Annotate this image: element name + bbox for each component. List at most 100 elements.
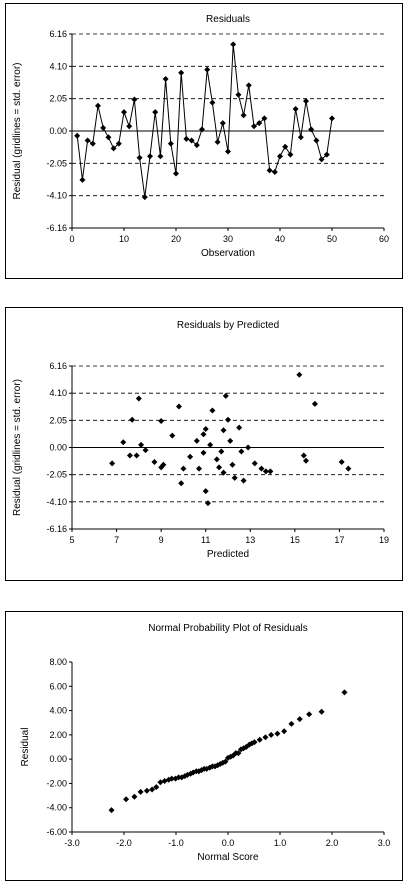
data-point (266, 167, 273, 174)
data-point (195, 768, 202, 775)
data-point (318, 156, 325, 163)
data-point (256, 120, 263, 127)
data-point (220, 469, 227, 476)
data-point (204, 66, 211, 73)
residuals-chart-panel: Residuals 6.16 4.10 2.05 0.00 -2.05 -4.10 -6.16… (5, 3, 403, 279)
data-point (120, 439, 127, 446)
data-point (168, 775, 175, 782)
x-tick-label: 7 (114, 535, 119, 545)
data-point (230, 41, 237, 48)
x-tick-label: -3.0 (64, 838, 80, 848)
data-point (152, 109, 159, 116)
data-point (236, 424, 243, 431)
chart-title: Residuals (206, 14, 250, 25)
x-axis-label: Predicted (207, 549, 249, 560)
data-point (262, 468, 269, 475)
data-point (175, 403, 182, 410)
data-point (303, 457, 309, 464)
data-point (169, 432, 176, 439)
x-tick-label: 30 (223, 234, 233, 244)
data-point (158, 418, 165, 425)
data-point (288, 720, 295, 727)
y-axis-label: Residual (gridlines = std. error) (12, 379, 23, 516)
data-point (167, 140, 174, 147)
series-line (76, 44, 333, 198)
data-point (79, 176, 86, 183)
y-tick-label: -6.00 (46, 827, 67, 837)
data-point (142, 447, 149, 454)
data-point (219, 759, 226, 766)
y-tick-label: 6.16 (49, 29, 67, 39)
data-point (147, 153, 153, 160)
data-point (178, 69, 185, 76)
data-point (308, 126, 315, 133)
data-point (281, 728, 288, 735)
data-point (157, 153, 164, 160)
data-point (100, 124, 107, 131)
y-tick-label: -4.10 (46, 191, 67, 201)
data-point (218, 448, 225, 455)
y-tick-label: -2.05 (46, 158, 67, 168)
data-point (220, 427, 227, 434)
x-tick-label: 19 (379, 535, 389, 545)
x-tick-label: 1.0 (274, 838, 287, 848)
data-point (198, 767, 205, 774)
x-tick-label: 50 (327, 234, 337, 244)
y-tick-label: -2.00 (46, 778, 67, 788)
data-point (204, 500, 211, 507)
data-point (258, 465, 265, 472)
data-point (108, 807, 115, 814)
data-point (303, 98, 309, 105)
data-point (202, 425, 209, 432)
data-point (151, 459, 158, 466)
data-point (300, 452, 307, 459)
x-tick-label: 2.0 (326, 838, 339, 848)
data-point (296, 371, 303, 378)
data-point (240, 477, 247, 484)
data-point (196, 465, 203, 472)
data-point (238, 448, 245, 455)
data-point (143, 787, 150, 794)
residuals-chart: Residuals 6.16 4.10 2.05 0.00 -2.05 -4.10 -6.16… (12, 14, 389, 259)
data-point (274, 730, 281, 737)
data-point (131, 793, 138, 800)
normal-probability-chart: Normal Probability Plot of Residuals 8.00… (20, 623, 390, 863)
data-point (262, 734, 269, 741)
data-point (141, 194, 148, 201)
data-point (338, 459, 345, 466)
data-point (131, 96, 138, 103)
x-axis-label: Observation (201, 248, 255, 259)
data-point (261, 115, 268, 122)
x-tick-label: 0 (69, 234, 74, 244)
data-point (206, 764, 213, 771)
y-tick-label: 0.00 (49, 443, 67, 453)
x-tick-label: 60 (379, 234, 389, 244)
data-point (245, 82, 252, 89)
data-point (200, 431, 207, 438)
data-point (318, 708, 325, 715)
data-point (282, 143, 289, 150)
data-point (193, 437, 200, 444)
x-tick-label: -1.0 (168, 838, 184, 848)
data-point (235, 91, 242, 98)
x-tick-label: 10 (119, 234, 129, 244)
data-point (84, 137, 91, 144)
x-tick-label: 40 (275, 234, 285, 244)
y-tick-label: 2.05 (49, 94, 67, 104)
y-tick-label: -6.16 (46, 524, 67, 534)
data-point (165, 776, 172, 783)
data-point (137, 788, 144, 795)
y-tick-label: 4.00 (49, 706, 67, 716)
data-point (209, 407, 216, 414)
data-point (225, 416, 231, 423)
data-point (173, 170, 179, 177)
x-tick-label: 17 (334, 535, 344, 545)
data-point (214, 139, 221, 146)
x-tick-label: 9 (159, 535, 164, 545)
data-point (219, 120, 226, 127)
data-point (135, 395, 142, 402)
y-tick-label: 4.10 (49, 388, 67, 398)
chart-title: Residuals by Predicted (177, 320, 279, 331)
y-tick-label: 8.00 (49, 657, 67, 667)
data-point (268, 731, 275, 738)
